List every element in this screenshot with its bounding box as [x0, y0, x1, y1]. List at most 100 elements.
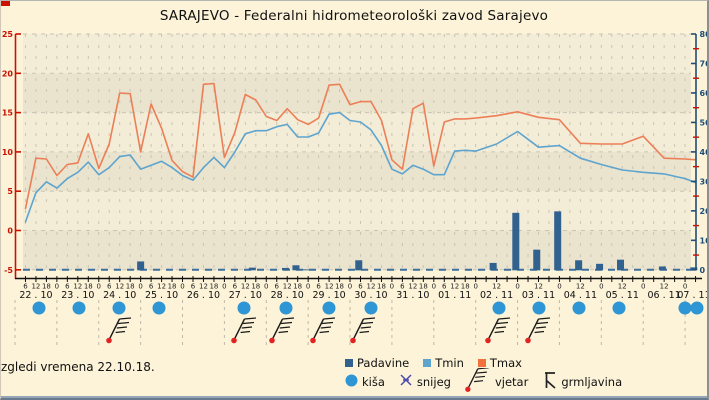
hour-label: 18	[377, 283, 386, 291]
tmin-line	[24, 111, 697, 223]
legend-item-thunder: grmljavina	[542, 370, 622, 393]
precip-bar	[292, 265, 300, 271]
hour-label: 12	[367, 283, 376, 291]
hour-label: 18	[126, 283, 135, 291]
right-axis-label: 70	[700, 59, 709, 68]
plot-band	[23, 73, 691, 113]
hour-label: 0	[306, 283, 310, 291]
rain-icon	[152, 301, 166, 315]
hour-label: 0	[222, 283, 226, 291]
precip-bar	[617, 259, 625, 271]
hour-label: 18	[461, 283, 470, 291]
left-axis-label: 0	[7, 227, 13, 236]
left-axis-label: 15	[2, 109, 14, 118]
legend-item-tmin: Tmin	[423, 356, 464, 370]
legend: Padavine Tmin Tmax kiša	[345, 353, 675, 393]
rain-icon	[32, 301, 46, 315]
tmin-swatch	[423, 358, 432, 367]
hour-label: 12	[576, 283, 585, 291]
hour-label: 6	[275, 283, 280, 291]
right-axis-label: 80	[700, 30, 709, 39]
right-axis-label: 50	[700, 118, 709, 127]
rain-icon	[532, 301, 546, 315]
hour-label: 18	[419, 283, 428, 291]
hour-label: 12	[115, 283, 124, 291]
hour-label: 0	[599, 283, 603, 291]
wind-icon	[485, 317, 511, 344]
wind-icon	[106, 317, 132, 344]
legend-row-series: Padavine Tmin Tmax	[345, 353, 675, 372]
precip-bar	[281, 267, 289, 271]
hour-label: 6	[149, 283, 154, 291]
rain-icon	[612, 301, 626, 315]
hour-label: 0	[641, 283, 645, 291]
date-label: 25 . 10	[145, 290, 178, 301]
hour-label: 18	[251, 283, 260, 291]
hour-label: 0	[683, 283, 687, 291]
wind-icon	[465, 367, 489, 392]
precip-bar	[137, 261, 145, 271]
hour-label: 0	[138, 283, 142, 291]
precip-bar	[489, 262, 497, 271]
hour-label: 0	[390, 283, 394, 291]
precip-bar	[554, 211, 562, 271]
legend-item-padavine: Padavine	[345, 356, 409, 370]
hour-label: 12	[283, 283, 292, 291]
hour-label: 6	[23, 283, 28, 291]
date-label: 31 . 10	[396, 290, 429, 301]
thunder-icon	[542, 370, 557, 393]
wind-icon	[525, 317, 551, 344]
chart-title: SARAJEVO - Federalni hidrometeorološki z…	[159, 8, 549, 24]
wind-icon	[310, 317, 336, 344]
hour-label: 6	[107, 283, 112, 291]
date-label: 26 . 10	[187, 290, 220, 301]
hour-label: 18	[335, 283, 344, 291]
legend-label-rain: kiša	[362, 374, 385, 389]
hour-label: 12	[157, 283, 166, 291]
hour-label: 0	[515, 283, 519, 291]
legend-label-snow: snijeg	[416, 374, 451, 389]
left-axis-label: 10	[2, 148, 14, 157]
right-axis-label: 60	[700, 89, 709, 98]
hour-label: 12	[450, 283, 459, 291]
footer-note: zgledi vremena 22.10.18.	[1, 360, 155, 374]
right-axis-label: 10	[700, 236, 709, 245]
rain-icon	[237, 301, 251, 315]
rain-icon	[279, 301, 293, 315]
plot-band	[23, 191, 691, 231]
date-label: 03 . 11	[522, 290, 555, 301]
corner-mark	[1, 1, 10, 6]
rain-icon	[678, 301, 692, 315]
hour-label: 12	[199, 283, 208, 291]
hour-label: 12	[408, 283, 417, 291]
legend-label-tmax: Tmax	[489, 355, 522, 370]
precip-bar	[658, 266, 666, 271]
hour-label: 6	[316, 283, 321, 291]
hour-label: 12	[492, 283, 501, 291]
hour-label: 0	[97, 283, 101, 291]
date-label: 02 . 11	[480, 290, 513, 301]
date-label: 22 . 10	[19, 290, 52, 301]
date-label: 29 . 10	[312, 290, 345, 301]
legend-label-wind: vjetar	[494, 374, 529, 389]
wind-icon	[465, 367, 491, 395]
hour-label: 0	[473, 283, 477, 291]
date-label: 07 . 11	[677, 290, 709, 301]
legend-label-tmin: Tmin	[435, 355, 464, 370]
right-axis-label: 30	[700, 177, 709, 186]
precip-bar	[248, 267, 256, 271]
hour-label: 12	[241, 283, 250, 291]
hour-label: 0	[557, 283, 561, 291]
date-label: 05 . 11	[606, 290, 639, 301]
legend-label-thunder: grmljavina	[561, 374, 623, 389]
date-label: 06 . 11	[648, 290, 681, 301]
precip-bar	[533, 249, 541, 271]
rain-icon	[572, 301, 586, 315]
rain-icon	[72, 301, 86, 315]
left-axis-label: 25	[2, 30, 14, 39]
date-label: 24 . 10	[103, 290, 136, 301]
wind-icon	[231, 317, 257, 344]
plot-band	[23, 34, 691, 74]
hour-label: 0	[348, 283, 352, 291]
